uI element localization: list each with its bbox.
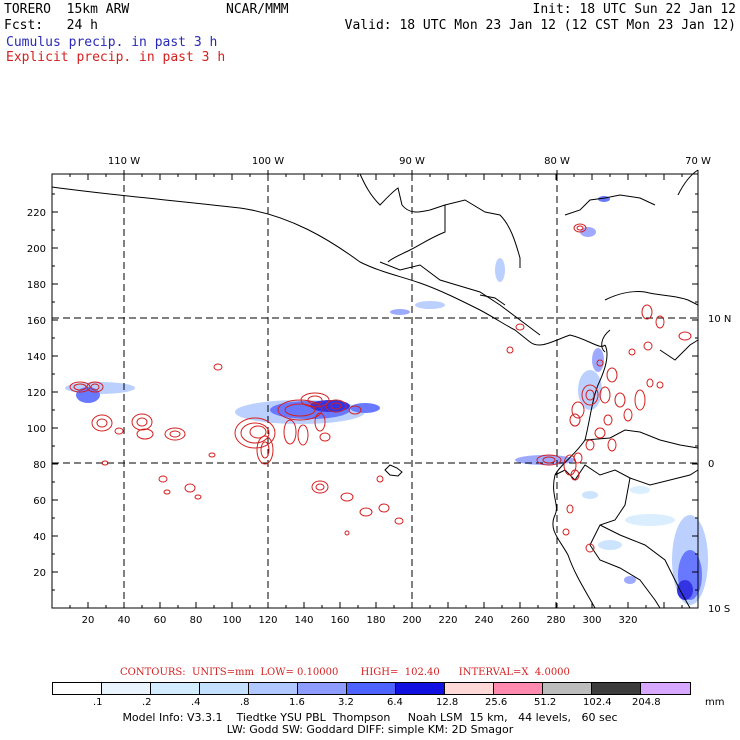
longitude-label: 110 W (108, 156, 140, 167)
x-tick-label: 20 (82, 615, 95, 626)
colorbar-swatch (200, 683, 249, 694)
cumulus-precip-shading (65, 196, 708, 605)
x-tick-label: 220 (438, 615, 457, 626)
x-tick-label: 60 (154, 615, 167, 626)
latitude-label: 10 N (708, 314, 731, 325)
longitude-label: 70 W (685, 156, 711, 167)
y-tick-label: 120 (27, 388, 46, 399)
x-tick-label: 160 (330, 615, 349, 626)
forecast-hour: Fcst: 24 h (4, 18, 98, 33)
precip-colorbar (52, 682, 691, 695)
x-tick-label: 180 (366, 615, 385, 626)
colorbar-value-label: 6.4 (387, 697, 403, 708)
contours-info: CONTOURS: UNITS=mm LOW= 0.10000 HIGH= 10… (120, 667, 570, 678)
colorbar-swatch (396, 683, 445, 694)
longitude-label: 90 W (399, 156, 425, 167)
x-tick-label: 200 (402, 615, 421, 626)
x-tick-label: 280 (546, 615, 565, 626)
x-tick-label: 260 (510, 615, 529, 626)
y-tick-label: 180 (27, 280, 46, 291)
y-tick-label: 200 (27, 244, 46, 255)
map-frame (51, 173, 699, 609)
y-tick-label: 220 (27, 208, 46, 219)
explicit-precip-contours (69, 223, 692, 553)
colorbar-swatch (298, 683, 347, 694)
colorbar-swatch (641, 683, 690, 694)
y-tick-label: 80 (33, 460, 46, 471)
x-tick-label: 100 (222, 615, 241, 626)
y-tick-label: 160 (27, 316, 46, 327)
colorbar-swatch (102, 683, 151, 694)
x-tick-label: 300 (582, 615, 601, 626)
colorbar-value-label: 12.8 (436, 697, 459, 708)
colorbar-value-label: 3.2 (338, 697, 354, 708)
colorbar-swatch (347, 683, 396, 694)
x-tick-label: 320 (618, 615, 637, 626)
colorbar-swatch (543, 683, 592, 694)
y-tick-label: 140 (27, 352, 46, 363)
explicit-precip-label: Explicit precip. in past 3 h (6, 50, 226, 65)
init-time: Init: 18 UTC Sun 22 Jan 12 (532, 2, 737, 17)
x-tick-label: 240 (474, 615, 493, 626)
colorbar-unit-label: mm (705, 697, 725, 708)
model-info-line1: Model Info: V3.3.1 Tiedtke YSU PBL Thomp… (122, 711, 618, 724)
colorbar-value-label: .4 (191, 697, 201, 708)
colorbar-value-label: 51.2 (534, 697, 557, 708)
y-tick-label: 100 (27, 424, 46, 435)
model-title: TORERO 15km ARW (4, 2, 130, 17)
colorbar-swatch (592, 683, 641, 694)
colorbar-swatch (53, 683, 102, 694)
longitude-label: 80 W (544, 156, 570, 167)
x-tick-label: 40 (118, 615, 131, 626)
colorbar-value-label: .2 (142, 697, 152, 708)
colorbar-value-label: 204.8 (632, 697, 661, 708)
cumulus-precip-label: Cumulus precip. in past 3 h (6, 35, 218, 50)
colorbar-swatch (151, 683, 200, 694)
x-tick-label: 120 (258, 615, 277, 626)
colorbar-value-label: .8 (240, 697, 250, 708)
colorbar-value-label: 25.6 (485, 697, 508, 708)
longitude-label: 100 W (252, 156, 284, 167)
colorbar-value-label: 1.6 (289, 697, 305, 708)
colorbar-swatch (494, 683, 543, 694)
colorbar-swatch (249, 683, 298, 694)
y-tick-label: 60 (33, 496, 46, 507)
y-tick-label: 40 (33, 532, 46, 543)
y-tick-label: 20 (33, 568, 46, 579)
latitude-label: 0 (708, 459, 714, 470)
colorbar-value-label: .1 (93, 697, 103, 708)
colorbar-swatch (445, 683, 494, 694)
latlon-grid (52, 174, 698, 608)
model-info-line2: LW: Godd SW: Goddard DIFF: simple KM: 2D… (226, 723, 514, 736)
latitude-label: 10 S (708, 604, 730, 615)
x-tick-label: 140 (294, 615, 313, 626)
colorbar-value-label: 102.4 (583, 697, 612, 708)
valid-time: Valid: 18 UTC Mon 23 Jan 12 (12 CST Mon … (344, 18, 736, 33)
coastlines (51, 169, 699, 609)
x-tick-label: 80 (190, 615, 203, 626)
org-label: NCAR/MMM (226, 2, 289, 17)
